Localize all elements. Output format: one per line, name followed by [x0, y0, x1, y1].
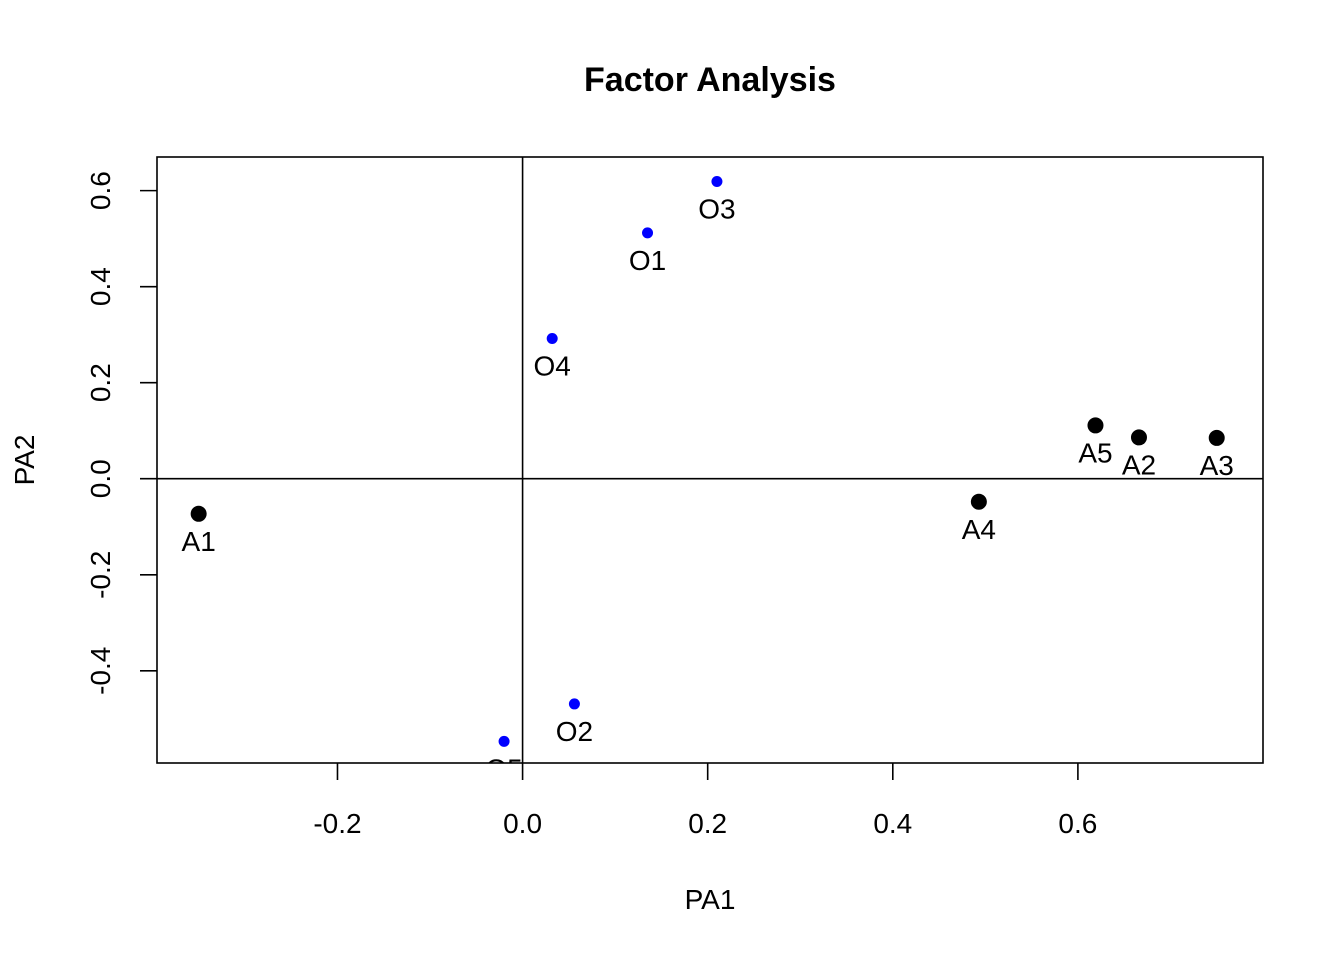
- point-label-a4: A4: [962, 514, 996, 545]
- plot-frame: [156, 156, 1264, 764]
- y-tick-label: 0.0: [85, 459, 116, 498]
- point-label-a1: A1: [182, 526, 216, 557]
- x-axis: -0.2 0.0 0.2 0.4 0.6: [313, 763, 1097, 839]
- chart-title: Factor Analysis: [584, 61, 836, 99]
- point-label-a5: A5: [1078, 437, 1112, 468]
- point-a5: [1087, 417, 1104, 434]
- point-label-o1: O1: [629, 245, 666, 276]
- x-tick-label: 0.6: [1058, 808, 1097, 839]
- point-o5: [498, 735, 510, 747]
- point-label-o2: O2: [556, 716, 593, 747]
- point-label-o4: O4: [534, 351, 571, 382]
- point-label-o5: O5: [485, 753, 522, 784]
- point-o2: [568, 698, 580, 710]
- point-a3: [1208, 429, 1225, 446]
- y-axis-title: PA2: [9, 435, 40, 486]
- x-tick-label: 0.2: [688, 808, 727, 839]
- y-tick-label: 0.4: [85, 267, 116, 306]
- point-o3: [711, 175, 723, 187]
- point-label-a3: A3: [1200, 450, 1234, 481]
- data-points: A1 A2 A3 A4 A5 O1 O2 O3 O4 O5: [182, 175, 1234, 784]
- x-tick-label: -0.2: [313, 808, 361, 839]
- y-tick-label: 0.6: [85, 171, 116, 210]
- y-tick-label: 0.2: [85, 363, 116, 402]
- point-a4: [970, 493, 987, 510]
- y-tick-label: -0.4: [85, 647, 116, 695]
- point-a1: [190, 505, 207, 522]
- y-tick-label: -0.2: [85, 551, 116, 599]
- point-label-a2: A2: [1122, 449, 1156, 480]
- x-tick-label: 0.0: [503, 808, 542, 839]
- point-o4: [546, 333, 558, 345]
- x-axis-title: PA1: [685, 884, 736, 915]
- x-tick-label: 0.4: [873, 808, 912, 839]
- point-o1: [642, 227, 654, 239]
- y-axis: -0.4 -0.2 0.0 0.2 0.4 0.6: [85, 171, 157, 695]
- point-label-o3: O3: [698, 193, 735, 224]
- point-a2: [1130, 429, 1147, 446]
- reference-lines: [157, 157, 1263, 763]
